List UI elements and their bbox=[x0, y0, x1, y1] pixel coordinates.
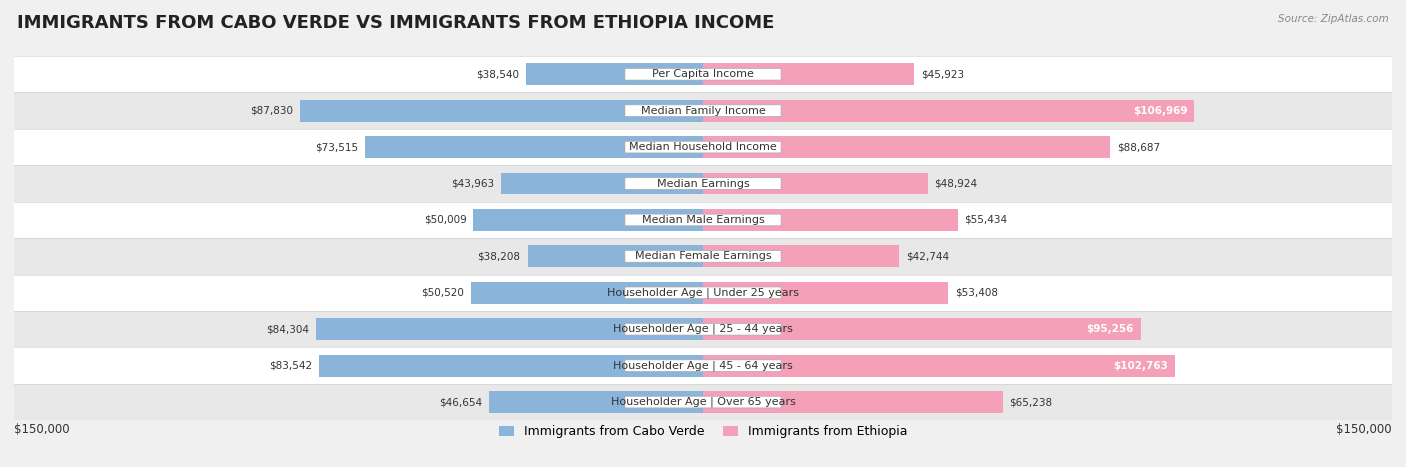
Bar bbox=[14, 129, 1392, 165]
Text: $73,515: $73,515 bbox=[315, 142, 359, 152]
FancyBboxPatch shape bbox=[624, 178, 782, 189]
Bar bbox=[703, 64, 914, 85]
Bar bbox=[703, 246, 900, 267]
Bar bbox=[14, 202, 1392, 238]
Bar bbox=[14, 56, 1392, 92]
Text: Householder Age | 45 - 64 years: Householder Age | 45 - 64 years bbox=[613, 361, 793, 371]
Bar bbox=[703, 318, 1140, 340]
Text: Median Household Income: Median Household Income bbox=[628, 142, 778, 152]
Bar bbox=[471, 282, 703, 304]
Bar bbox=[703, 100, 1194, 121]
Text: $38,208: $38,208 bbox=[478, 251, 520, 262]
Bar bbox=[14, 165, 1392, 202]
Text: $55,434: $55,434 bbox=[965, 215, 1008, 225]
Text: $50,009: $50,009 bbox=[423, 215, 467, 225]
Text: $53,408: $53,408 bbox=[955, 288, 998, 298]
Text: Median Female Earnings: Median Female Earnings bbox=[634, 251, 772, 262]
Bar bbox=[14, 275, 1392, 311]
Bar bbox=[14, 238, 1392, 275]
Text: $83,542: $83,542 bbox=[270, 361, 312, 371]
FancyBboxPatch shape bbox=[624, 396, 782, 408]
Bar bbox=[474, 209, 703, 231]
Legend: Immigrants from Cabo Verde, Immigrants from Ethiopia: Immigrants from Cabo Verde, Immigrants f… bbox=[494, 420, 912, 443]
Text: $50,520: $50,520 bbox=[422, 288, 464, 298]
Bar bbox=[703, 391, 1002, 413]
Text: $65,238: $65,238 bbox=[1010, 397, 1053, 407]
Bar bbox=[14, 311, 1392, 347]
Text: $43,963: $43,963 bbox=[451, 178, 494, 189]
FancyBboxPatch shape bbox=[624, 214, 782, 226]
Text: $38,540: $38,540 bbox=[477, 69, 519, 79]
Bar bbox=[703, 355, 1175, 376]
Bar bbox=[299, 100, 703, 121]
Text: $106,969: $106,969 bbox=[1133, 106, 1188, 116]
Bar bbox=[14, 347, 1392, 384]
Text: $46,654: $46,654 bbox=[439, 397, 482, 407]
Text: $48,924: $48,924 bbox=[935, 178, 977, 189]
FancyBboxPatch shape bbox=[624, 105, 782, 116]
Text: Householder Age | Over 65 years: Householder Age | Over 65 years bbox=[610, 397, 796, 407]
Bar bbox=[527, 246, 703, 267]
Bar bbox=[489, 391, 703, 413]
Text: Source: ZipAtlas.com: Source: ZipAtlas.com bbox=[1278, 14, 1389, 24]
Text: Median Earnings: Median Earnings bbox=[657, 178, 749, 189]
Bar bbox=[703, 136, 1111, 158]
Text: $87,830: $87,830 bbox=[250, 106, 292, 116]
Bar bbox=[526, 64, 703, 85]
FancyBboxPatch shape bbox=[624, 69, 782, 80]
Text: IMMIGRANTS FROM CABO VERDE VS IMMIGRANTS FROM ETHIOPIA INCOME: IMMIGRANTS FROM CABO VERDE VS IMMIGRANTS… bbox=[17, 14, 775, 32]
Bar bbox=[366, 136, 703, 158]
Text: Median Family Income: Median Family Income bbox=[641, 106, 765, 116]
Text: $150,000: $150,000 bbox=[1336, 423, 1392, 436]
Bar bbox=[703, 282, 948, 304]
Text: $102,763: $102,763 bbox=[1114, 361, 1168, 371]
Text: $150,000: $150,000 bbox=[14, 423, 70, 436]
FancyBboxPatch shape bbox=[624, 251, 782, 262]
Bar bbox=[319, 355, 703, 376]
Text: Per Capita Income: Per Capita Income bbox=[652, 69, 754, 79]
Text: $95,256: $95,256 bbox=[1087, 324, 1133, 334]
Bar bbox=[703, 209, 957, 231]
Bar bbox=[14, 384, 1392, 420]
Bar bbox=[14, 92, 1392, 129]
FancyBboxPatch shape bbox=[624, 324, 782, 335]
Text: $84,304: $84,304 bbox=[266, 324, 309, 334]
Bar bbox=[501, 173, 703, 194]
Text: Median Male Earnings: Median Male Earnings bbox=[641, 215, 765, 225]
Text: $45,923: $45,923 bbox=[921, 69, 965, 79]
Text: $42,744: $42,744 bbox=[907, 251, 949, 262]
FancyBboxPatch shape bbox=[624, 142, 782, 153]
FancyBboxPatch shape bbox=[624, 287, 782, 298]
Bar bbox=[316, 318, 703, 340]
Text: Householder Age | 25 - 44 years: Householder Age | 25 - 44 years bbox=[613, 324, 793, 334]
Text: $88,687: $88,687 bbox=[1118, 142, 1160, 152]
FancyBboxPatch shape bbox=[624, 360, 782, 371]
Bar bbox=[703, 173, 928, 194]
Text: Householder Age | Under 25 years: Householder Age | Under 25 years bbox=[607, 288, 799, 298]
